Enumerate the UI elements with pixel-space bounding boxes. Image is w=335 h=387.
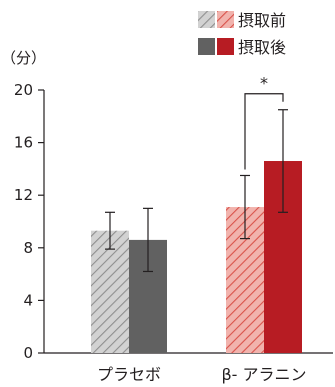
y-tick-label: 20 [14, 81, 33, 99]
legend-swatch-after-red [217, 38, 234, 55]
x-tick-labels: プラセボ β- アラニン [97, 365, 307, 384]
x-tick-label-beta-alanine: β- アラニン [221, 365, 306, 384]
significance-star: * [260, 74, 268, 93]
y-tick-label: 4 [23, 291, 33, 309]
legend-entry-after: 摂取後 [198, 38, 286, 57]
bars [91, 161, 302, 353]
legend-entry-before: 摂取前 [198, 11, 286, 30]
y-tick-label: 12 [14, 186, 33, 204]
y-ticks: 0 4 8 12 16 20 [14, 81, 44, 362]
y-tick-label: 0 [23, 344, 33, 362]
legend: 摂取前 摂取後 [198, 11, 286, 57]
bar-before-placebo [91, 230, 129, 353]
significance-bracket [244, 93, 284, 170]
y-axis-unit-label: （分） [1, 49, 46, 67]
y-tick-label: 8 [23, 239, 33, 257]
legend-swatch-before-red [217, 11, 234, 28]
legend-swatch-before-gray [198, 11, 215, 28]
legend-swatch-after-gray [198, 38, 215, 55]
legend-label-after: 摂取後 [238, 38, 286, 57]
legend-label-before: 摂取前 [238, 11, 286, 30]
error-bars [105, 109, 288, 273]
significance-marker: * [244, 74, 284, 170]
x-tick-label-placebo: プラセボ [97, 365, 161, 384]
y-tick-label: 16 [14, 134, 33, 152]
